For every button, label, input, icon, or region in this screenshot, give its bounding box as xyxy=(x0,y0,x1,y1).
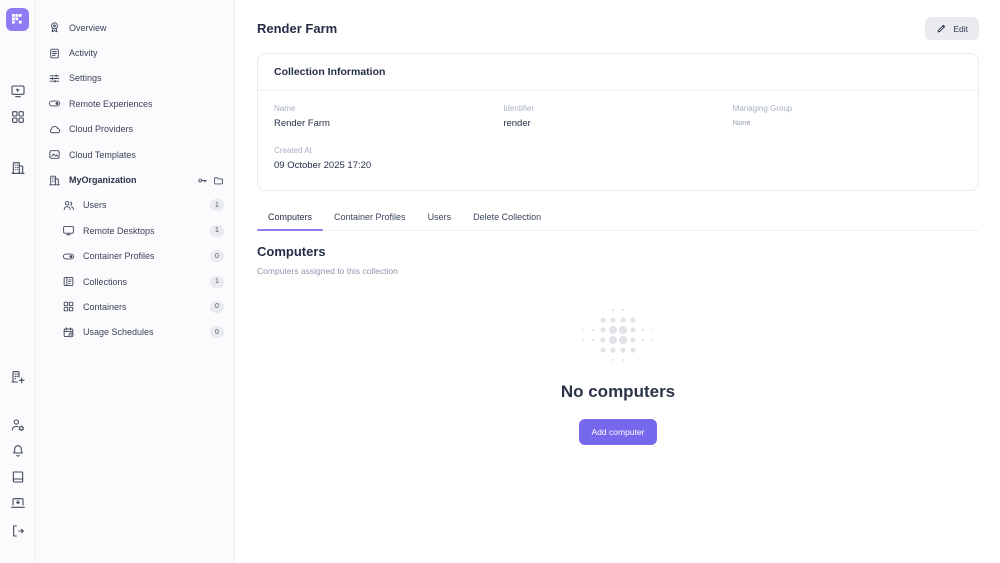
sidebar-item-label: MyOrganization xyxy=(69,175,137,186)
sidebar-item-label: Containers xyxy=(83,301,127,312)
sidebar-item-container-profiles[interactable]: Container Profiles 0 xyxy=(36,244,234,269)
toggle-icon xyxy=(48,97,61,110)
field-created-at: Created At 09 October 2025 17:20 xyxy=(274,146,503,171)
apps-grid-icon[interactable] xyxy=(10,109,26,125)
field-label: Managing Group xyxy=(732,104,793,113)
add-organization-icon[interactable] xyxy=(10,369,26,385)
field-name: Name Render Farm xyxy=(274,104,503,129)
tab-users[interactable]: Users xyxy=(427,212,452,222)
calendar-clock-icon xyxy=(62,326,75,339)
tab-delete-collection[interactable]: Delete Collection xyxy=(473,212,542,222)
toggle-icon xyxy=(62,250,75,263)
sidebar-item-label: Cloud Providers xyxy=(69,124,134,135)
logout-icon[interactable] xyxy=(10,523,26,539)
users-icon xyxy=(62,199,75,212)
field-label: Created At xyxy=(274,146,312,155)
screen-share-icon[interactable] xyxy=(10,83,26,99)
count-badge: 0 xyxy=(210,300,224,313)
building-icon xyxy=(48,174,61,187)
section-title: Computers xyxy=(257,244,326,259)
monitor-icon xyxy=(62,224,75,237)
empty-state-title: No computers xyxy=(560,382,676,401)
sidebar-item-remote-experiences[interactable]: Remote Experiences xyxy=(36,91,234,116)
sidebar-item-cloud-providers[interactable]: Cloud Providers xyxy=(36,117,234,142)
sidebar-item-remote-desktops[interactable]: Remote Desktops 1 xyxy=(36,218,234,243)
card-title: Collection Information xyxy=(258,54,978,91)
field-value: 09 October 2025 17:20 xyxy=(274,160,372,171)
field-label: Identifier xyxy=(503,104,535,113)
app-logo[interactable] xyxy=(6,8,29,31)
empty-state: No computers Add computer xyxy=(257,305,979,445)
count-badge: 0 xyxy=(210,326,224,339)
pencil-icon xyxy=(937,24,946,33)
sidebar-item-label: Container Profiles xyxy=(83,251,155,262)
notifications-bell-icon[interactable] xyxy=(10,443,26,459)
tab-computers[interactable]: Computers xyxy=(257,205,324,231)
count-badge: 1 xyxy=(210,224,224,237)
sliders-icon xyxy=(48,72,61,85)
sidebar-item-label: Remote Experiences xyxy=(69,98,153,109)
document-icon xyxy=(48,47,61,60)
field-value: Render Farm xyxy=(274,118,330,129)
client-download-icon[interactable] xyxy=(10,495,26,511)
sidebar-item-overview[interactable]: Overview xyxy=(36,15,234,40)
photo-icon xyxy=(48,148,61,161)
user-settings-icon[interactable] xyxy=(10,417,26,433)
main-content: Render Farm Edit Collection Information … xyxy=(236,0,1000,563)
sidebar-item-cloud-templates[interactable]: Cloud Templates xyxy=(36,142,234,167)
sidebar-item-settings[interactable]: Settings xyxy=(36,66,234,91)
cloud-icon xyxy=(48,123,61,136)
count-badge: 0 xyxy=(210,250,224,263)
add-computer-button[interactable]: Add computer xyxy=(578,419,658,445)
field-label: Name xyxy=(274,104,296,113)
sidebar-item-label: Remote Desktops xyxy=(83,225,155,236)
sidebar-item-collections[interactable]: Collections 1 xyxy=(36,269,234,294)
halftone-dots-illustration xyxy=(582,308,654,362)
section-subtitle: Computers assigned to this collection xyxy=(257,266,398,276)
field-value: render xyxy=(503,118,531,129)
sidebar-item-activity[interactable]: Activity xyxy=(36,40,234,65)
sidebar-item-label: Activity xyxy=(69,48,98,59)
medal-icon xyxy=(48,21,61,34)
count-badge: 1 xyxy=(210,199,224,212)
sidebar-item-containers[interactable]: Containers 0 xyxy=(36,294,234,319)
docs-book-icon[interactable] xyxy=(10,469,26,485)
sidebar-item-label: Users xyxy=(83,200,107,211)
org-row-actions xyxy=(197,175,224,186)
edit-button[interactable]: Edit xyxy=(925,17,979,40)
collection-info-card: Collection Information Name Render Farm … xyxy=(257,53,979,191)
icon-rail xyxy=(0,0,36,563)
sidebar-item-users[interactable]: Users 1 xyxy=(36,193,234,218)
sidebar-item-label: Cloud Templates xyxy=(69,149,136,160)
logo-glyph-icon xyxy=(12,14,22,24)
edit-button-label: Edit xyxy=(953,23,968,34)
containers-grid-icon xyxy=(62,300,75,313)
field-identifier: Identifier render xyxy=(503,104,732,129)
tab-container-profiles[interactable]: Container Profiles xyxy=(334,212,406,222)
field-value: None xyxy=(732,118,751,127)
page-title: Render Farm xyxy=(257,21,338,36)
count-badge: 1 xyxy=(210,275,224,288)
collection-list-icon xyxy=(62,275,75,288)
sidebar-item-usage-schedules[interactable]: Usage Schedules 0 xyxy=(36,320,234,345)
key-icon[interactable] xyxy=(197,175,208,186)
sidebar-item-myorganization[interactable]: MyOrganization xyxy=(36,167,234,192)
field-managing-group: Managing Group None xyxy=(733,104,962,129)
sidebar-item-label: Usage Schedules xyxy=(83,327,154,338)
organization-icon[interactable] xyxy=(10,160,26,176)
sidebar-item-label: Collections xyxy=(83,276,128,287)
sidebar-item-label: Settings xyxy=(69,73,102,84)
sidebar-item-label: Overview xyxy=(69,22,107,33)
page-header: Render Farm Edit xyxy=(257,0,979,40)
folder-icon[interactable] xyxy=(213,175,224,186)
sidebar-nav: Overview Activity Settings xyxy=(36,0,235,563)
tab-bar: Computers Container Profiles Users Delet… xyxy=(257,205,979,231)
card-fields: Name Render Farm Identifier render Manag… xyxy=(258,91,978,190)
